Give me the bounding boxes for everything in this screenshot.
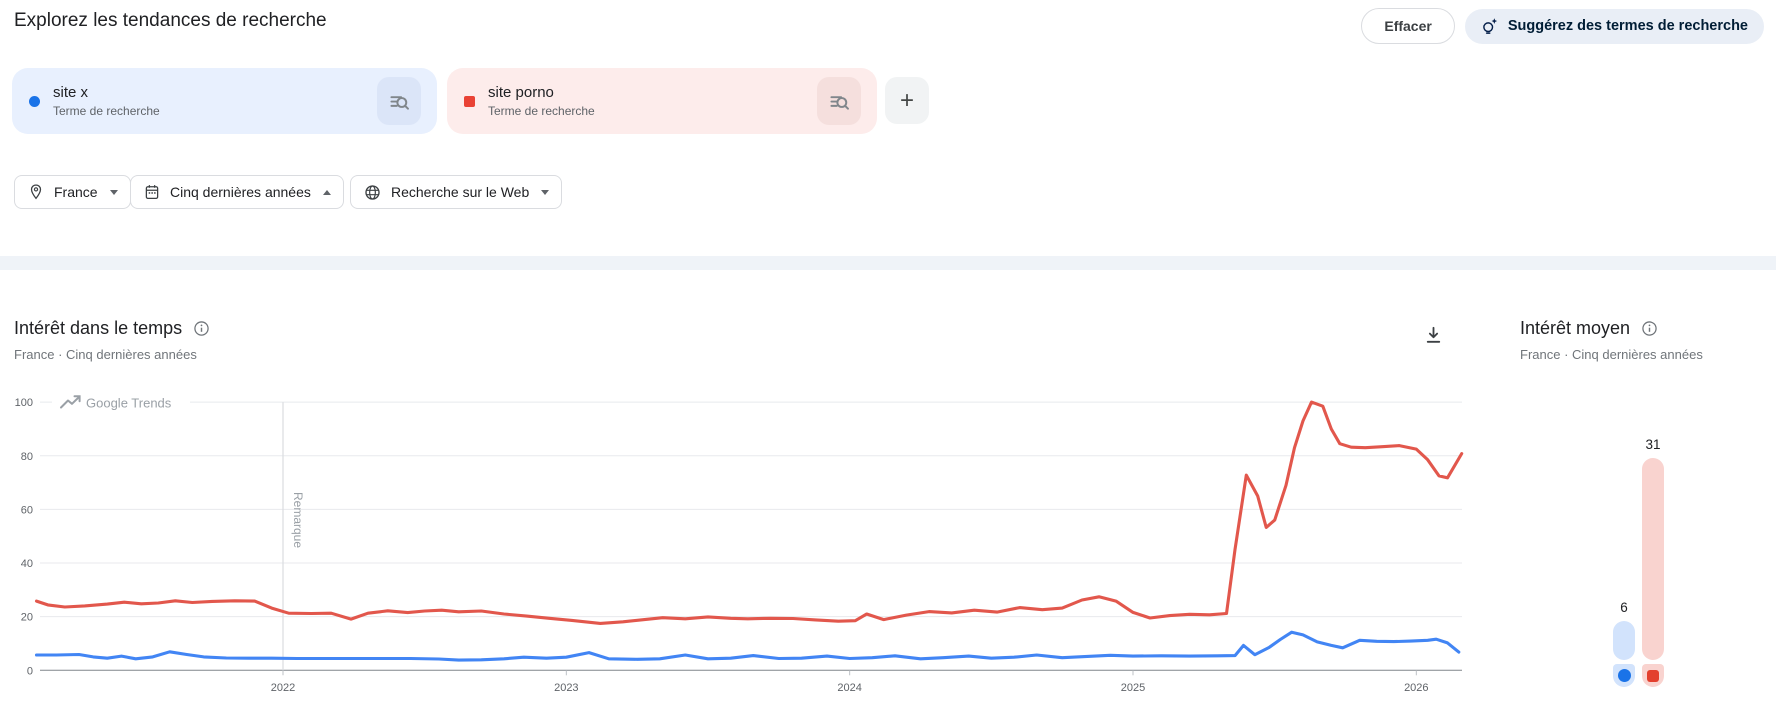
filter-category-label: Recherche sur le Web [391,184,530,200]
x-axis-label: 2022 [271,682,295,694]
x-axis-label: 2024 [837,682,861,694]
y-axis-label: 20 [21,612,33,624]
term-chip-site-porno[interactable]: site porno Terme de recherche [447,68,877,134]
lightbulb-sparkle-icon [1481,17,1499,35]
header-actions: Effacer Suggérez des termes de recherche [1361,8,1764,44]
location-pin-icon [30,184,42,200]
y-axis-label: 0 [27,665,33,677]
list-search-icon-button[interactable] [817,77,861,125]
page-title: Explorez les tendances de recherche [14,10,327,31]
term-chip-site-x[interactable]: site x Terme de recherche [12,68,437,134]
average-interest-subtitle: France · Cinq dernières années [1520,347,1703,362]
info-icon[interactable] [192,319,211,338]
filter-time-dropdown[interactable]: Cinq dernières années [130,175,344,209]
filter-time-label: Cinq dernières années [170,184,311,200]
list-search-icon-button[interactable] [377,77,421,125]
series-line-site-x [34,630,1461,662]
globe-icon [365,184,380,200]
plus-icon: + [899,86,914,114]
suggest-terms-label: Suggérez des termes de recherche [1507,18,1748,34]
bar-legend-capsule [1642,664,1664,687]
interest-over-time-chart: 100 80 60 40 20 0 Remarque 2022 2023 2024 2025 2026… [15,393,1464,694]
download-button[interactable] [1422,324,1445,352]
term-label: site x [53,84,89,101]
term-type-label: Terme de recherche [488,104,595,118]
average-bar-site-x [1613,620,1635,660]
filter-category-dropdown[interactable]: Recherche sur le Web [350,175,563,209]
bar-value-label: 31 [1645,436,1661,452]
filter-geo-label: France [54,184,98,200]
interest-over-time-subtitle: France · Cinq dernières années [14,347,197,362]
series-marker-red-square [464,95,475,107]
chevron-down-icon [109,189,118,195]
series-line-site-porno [34,400,1464,625]
clear-button[interactable]: Effacer [1361,8,1455,44]
average-interest-header: Intérêt moyen France · Cinq dernières an… [1520,318,1703,362]
y-axis-label: 60 [21,504,33,516]
term-chip-texts: site porno Terme de recherche [488,84,817,118]
y-axis-label: 40 [21,558,33,570]
term-label: site porno [488,84,554,101]
add-comparison-term-button[interactable]: + [885,77,929,124]
x-axis-label: 2026 [1404,682,1428,694]
series-marker-blue-circle [29,95,40,107]
annotation-label: Remarque [291,492,305,548]
info-icon[interactable] [1640,319,1659,338]
bar-value-label: 6 [1620,599,1628,615]
interest-over-time-title: Intérêt dans le temps [14,318,183,338]
clear-button-label: Effacer [1384,18,1432,34]
y-axis-label: 100 [15,397,33,409]
list-search-icon [390,96,409,110]
term-chip-texts: site x Terme de recherche [53,84,377,118]
chevron-up-icon [322,189,331,195]
average-interest-title: Intérêt moyen [1520,318,1631,338]
suggest-terms-button[interactable]: Suggérez des termes de recherche [1464,8,1764,44]
interest-over-time-header: Intérêt dans le temps France · Cinq dern… [14,318,211,362]
filter-geo-dropdown[interactable]: France [14,175,131,209]
x-axis-label: 2023 [554,682,578,694]
calendar-icon [145,185,159,200]
average-bar-site-porno [1642,457,1664,660]
section-divider [0,256,1776,270]
list-search-icon [830,96,849,110]
series-marker-circle [1617,669,1631,682]
download-icon [1426,326,1441,343]
chevron-down-icon [541,189,550,195]
term-type-label: Terme de recherche [53,104,160,118]
trending-up-icon [60,396,80,409]
bar-legend-capsule [1613,664,1635,687]
y-axis-label: 80 [21,451,33,463]
x-axis-label: 2025 [1121,682,1145,694]
watermark-label: Google Trends [86,396,172,411]
average-interest-bar-chart: 6 31 [1600,430,1690,690]
series-marker-square [1647,669,1659,682]
